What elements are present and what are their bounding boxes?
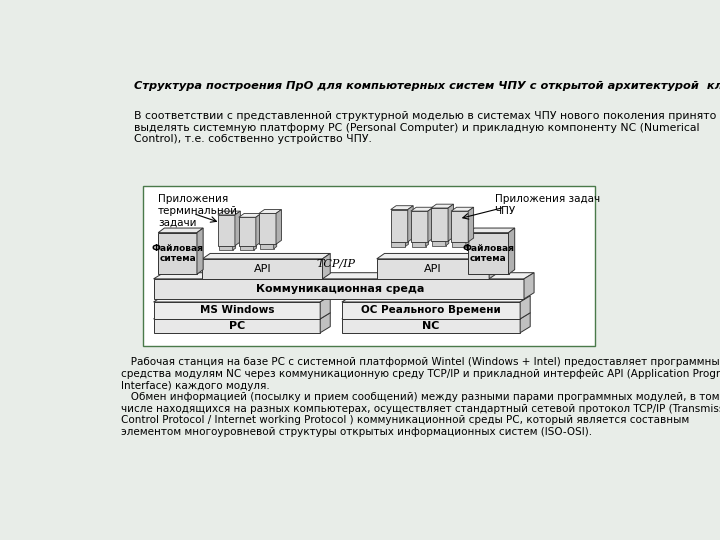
Polygon shape bbox=[392, 242, 405, 247]
Polygon shape bbox=[508, 228, 515, 274]
Text: PC: PC bbox=[229, 321, 245, 331]
Polygon shape bbox=[342, 319, 520, 333]
Polygon shape bbox=[202, 259, 323, 279]
Text: Коммуникационная среда: Коммуникационная среда bbox=[256, 284, 425, 294]
Polygon shape bbox=[202, 253, 330, 259]
Polygon shape bbox=[240, 244, 256, 246]
Text: Рабочая станция на базе PC с системной платформой Wintel (Windows + Intel) предо: Рабочая станция на базе PC с системной п… bbox=[121, 357, 720, 437]
Polygon shape bbox=[239, 213, 261, 217]
Polygon shape bbox=[451, 211, 468, 242]
Polygon shape bbox=[218, 215, 235, 246]
Polygon shape bbox=[412, 242, 426, 247]
Polygon shape bbox=[218, 211, 240, 215]
Polygon shape bbox=[392, 240, 408, 242]
Text: Структура построения ПрО для компьютерных систем ЧПУ с открытой архитектурой  кл: Структура построения ПрО для компьютерны… bbox=[134, 82, 720, 91]
Polygon shape bbox=[452, 240, 469, 242]
Polygon shape bbox=[158, 233, 197, 274]
Polygon shape bbox=[274, 242, 276, 249]
Polygon shape bbox=[468, 233, 508, 274]
Polygon shape bbox=[320, 313, 330, 333]
Polygon shape bbox=[452, 242, 466, 247]
Polygon shape bbox=[408, 206, 413, 242]
Text: Файловая
ситема: Файловая ситема bbox=[152, 244, 204, 263]
Polygon shape bbox=[219, 246, 233, 251]
Polygon shape bbox=[391, 210, 408, 242]
Polygon shape bbox=[448, 204, 454, 241]
Polygon shape bbox=[323, 253, 330, 279]
Polygon shape bbox=[259, 213, 276, 244]
Text: API: API bbox=[253, 264, 271, 274]
Polygon shape bbox=[520, 296, 530, 319]
Polygon shape bbox=[153, 296, 330, 302]
Text: Приложения
терминальной
задачи: Приложения терминальной задачи bbox=[158, 194, 238, 227]
Polygon shape bbox=[219, 244, 235, 246]
Polygon shape bbox=[253, 244, 256, 251]
Text: Приложения задач
ЧПУ: Приложения задач ЧПУ bbox=[495, 194, 600, 216]
Text: NC: NC bbox=[423, 321, 440, 331]
Polygon shape bbox=[342, 296, 530, 302]
Polygon shape bbox=[432, 241, 446, 246]
Polygon shape bbox=[260, 244, 274, 249]
Polygon shape bbox=[235, 211, 240, 246]
Polygon shape bbox=[411, 207, 433, 211]
Polygon shape bbox=[342, 302, 520, 319]
Text: В соответствии с представленной структурной моделью в системах ЧПУ нового поколе: В соответствии с представленной структур… bbox=[134, 111, 716, 144]
Text: ОС Реального Времени: ОС Реального Времени bbox=[361, 306, 501, 315]
Polygon shape bbox=[153, 319, 320, 333]
Polygon shape bbox=[432, 239, 449, 241]
Text: TCP/IP: TCP/IP bbox=[317, 259, 356, 268]
Polygon shape bbox=[520, 313, 530, 333]
Polygon shape bbox=[468, 228, 515, 233]
Polygon shape bbox=[153, 302, 320, 319]
Polygon shape bbox=[428, 207, 433, 242]
Polygon shape bbox=[405, 240, 408, 247]
Polygon shape bbox=[524, 273, 534, 299]
Polygon shape bbox=[239, 217, 256, 246]
Polygon shape bbox=[391, 206, 413, 210]
Polygon shape bbox=[446, 239, 449, 246]
Polygon shape bbox=[468, 207, 474, 242]
Polygon shape bbox=[256, 213, 261, 246]
Polygon shape bbox=[431, 208, 448, 241]
Polygon shape bbox=[489, 253, 497, 279]
Polygon shape bbox=[276, 210, 282, 244]
Text: API: API bbox=[424, 264, 442, 274]
Polygon shape bbox=[259, 210, 282, 213]
Polygon shape bbox=[240, 246, 253, 251]
Polygon shape bbox=[153, 313, 330, 319]
Polygon shape bbox=[377, 259, 489, 279]
Polygon shape bbox=[158, 228, 203, 233]
Polygon shape bbox=[260, 242, 276, 244]
Polygon shape bbox=[233, 244, 235, 251]
Polygon shape bbox=[426, 240, 428, 247]
Text: Файловая
ситема: Файловая ситема bbox=[462, 244, 514, 263]
Polygon shape bbox=[153, 273, 534, 279]
Polygon shape bbox=[153, 279, 524, 299]
Polygon shape bbox=[451, 207, 474, 211]
Text: MS Windows: MS Windows bbox=[199, 306, 274, 315]
Polygon shape bbox=[342, 313, 530, 319]
Polygon shape bbox=[466, 240, 469, 247]
Polygon shape bbox=[411, 211, 428, 242]
Polygon shape bbox=[320, 296, 330, 319]
Polygon shape bbox=[431, 204, 454, 208]
Polygon shape bbox=[197, 228, 203, 274]
Polygon shape bbox=[377, 253, 497, 259]
Polygon shape bbox=[412, 240, 428, 242]
Bar bbox=[143, 186, 595, 346]
